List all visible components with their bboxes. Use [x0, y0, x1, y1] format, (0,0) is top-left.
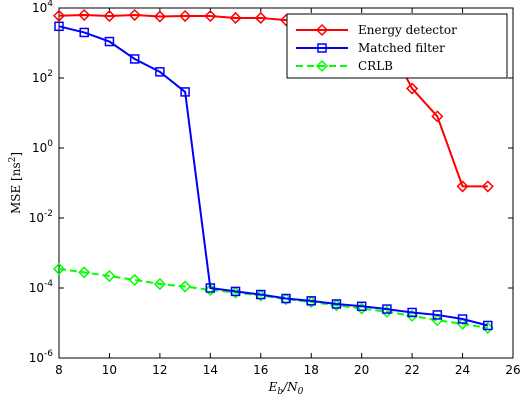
- legend-item: CRLB: [296, 59, 393, 73]
- x-axis-label: Eb/N0: [268, 380, 304, 397]
- data-point: [78, 8, 91, 22]
- data-point: [331, 299, 342, 309]
- data-point: [103, 269, 116, 283]
- data-point: [256, 289, 266, 300]
- data-point: [52, 262, 66, 276]
- x-tick-label: 12: [152, 363, 167, 377]
- data-point: [356, 301, 367, 312]
- data-point: [153, 277, 166, 291]
- legend: Energy detector Matched filter CRLB: [286, 13, 508, 79]
- data-point: [315, 59, 329, 73]
- series-matched-filter: [54, 21, 493, 331]
- y-tick-label: 100: [32, 139, 53, 155]
- data-point: [104, 36, 115, 47]
- x-tick-label: 8: [55, 363, 63, 377]
- data-point: [229, 11, 242, 25]
- data-point: [179, 9, 192, 23]
- y-tick-label: 10-2: [29, 209, 53, 225]
- x-tick-label: 24: [455, 363, 470, 377]
- ticks: 8 10 12 14 16 18 20 22 24 26 10-6 10-4 10-2 100 102 104: [29, 0, 521, 377]
- data-point: [432, 310, 443, 320]
- legend-label: Matched filter: [358, 41, 445, 55]
- y-tick-label: 104: [32, 0, 53, 15]
- x-tick-label: 10: [102, 363, 117, 377]
- legend-label: CRLB: [358, 59, 393, 73]
- data-point: [204, 9, 217, 23]
- y-tick-label: 102: [32, 69, 53, 85]
- data-point: [180, 87, 190, 97]
- legend-label: Energy detector: [358, 23, 457, 37]
- x-tick-label: 20: [354, 363, 369, 377]
- x-tick-label: 22: [404, 363, 419, 377]
- data-point: [155, 67, 165, 77]
- x-tick-label: 14: [203, 363, 218, 377]
- x-tick-label: 26: [505, 363, 520, 377]
- data-point: [179, 280, 192, 293]
- legend-item: Energy detector: [296, 23, 457, 37]
- y-tick-label: 10-4: [29, 279, 54, 295]
- y-axis-label: MSE [ns2]: [8, 152, 23, 214]
- legend-item: Matched filter: [296, 41, 445, 55]
- x-tick-label: 18: [304, 363, 319, 377]
- data-point: [431, 110, 444, 123]
- data-point: [205, 283, 216, 293]
- data-point: [128, 273, 141, 286]
- data-point: [153, 10, 166, 23]
- data-point: [128, 8, 141, 22]
- data-point: [457, 314, 468, 324]
- data-point: [317, 43, 327, 53]
- legend-items: Energy detector Matched filter CRLB: [296, 23, 457, 73]
- data-point: [481, 180, 494, 193]
- y-tick-label: 10-6: [29, 349, 54, 365]
- data-point: [306, 296, 316, 306]
- data-point: [406, 82, 419, 95]
- data-point: [129, 54, 140, 64]
- data-point: [52, 9, 66, 22]
- data-point: [230, 286, 241, 297]
- legend-box: [286, 13, 508, 79]
- data-point: [78, 266, 91, 279]
- data-point: [79, 27, 89, 38]
- data-point: [382, 304, 392, 314]
- data-point: [456, 180, 469, 193]
- data-point: [254, 11, 267, 25]
- data-point: [407, 307, 417, 318]
- data-point: [54, 21, 64, 32]
- data-point: [103, 9, 116, 23]
- data-point: [315, 23, 329, 37]
- x-tick-label: 16: [253, 363, 268, 377]
- data-point: [281, 293, 291, 304]
- data-point: [483, 320, 493, 331]
